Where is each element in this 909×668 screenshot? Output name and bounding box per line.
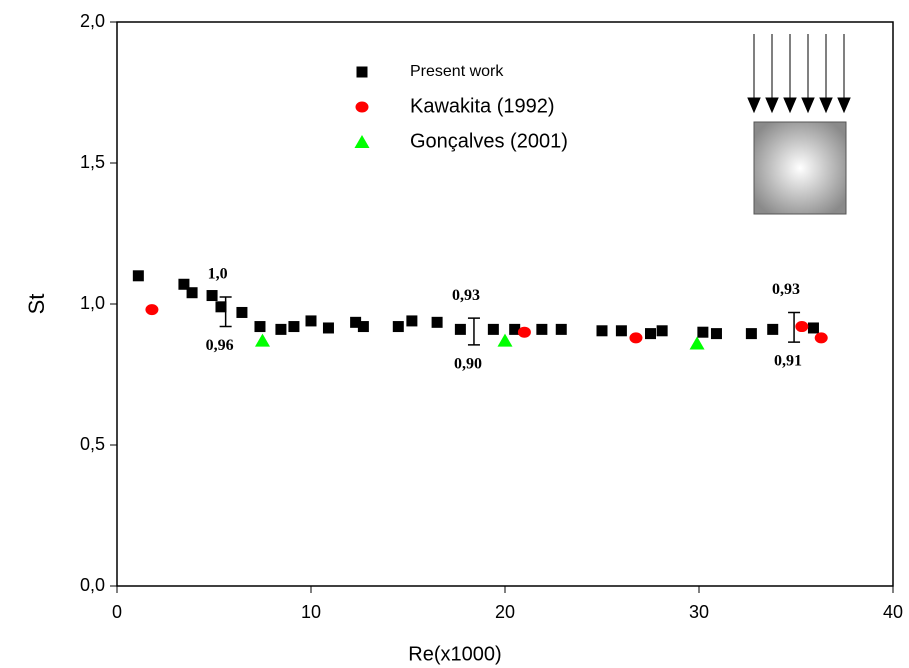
point xyxy=(697,326,709,338)
point xyxy=(710,328,722,340)
x-tick-label: 10 xyxy=(301,602,321,622)
x-tick-label: 20 xyxy=(495,602,515,622)
point xyxy=(795,321,809,333)
inset-icon xyxy=(747,34,851,215)
point xyxy=(275,323,287,335)
error-label: 0,93 xyxy=(452,287,480,304)
error-label: 0,90 xyxy=(454,356,482,373)
point xyxy=(178,278,190,290)
point xyxy=(305,315,317,327)
y-tick-label: 1,0 xyxy=(80,293,105,313)
legend-label: Present work xyxy=(410,63,504,80)
point xyxy=(517,326,531,338)
point xyxy=(629,332,643,344)
y-tick-label: 0,0 xyxy=(80,575,105,595)
point xyxy=(254,321,266,333)
point xyxy=(322,322,334,334)
point xyxy=(186,287,198,299)
y-axis-label: St xyxy=(24,294,49,315)
point xyxy=(767,323,779,335)
error-bar xyxy=(788,311,801,343)
y-tick-label: 2,0 xyxy=(80,11,105,31)
point xyxy=(807,322,819,334)
point xyxy=(406,315,418,327)
point xyxy=(236,306,248,318)
point xyxy=(288,321,300,333)
point xyxy=(536,323,548,335)
point xyxy=(206,290,218,302)
point xyxy=(487,323,499,335)
point xyxy=(497,333,513,347)
legend-marker xyxy=(355,101,369,113)
y-tick-label: 0,5 xyxy=(80,434,105,454)
error-label: 0,93 xyxy=(772,281,800,298)
x-tick-label: 30 xyxy=(689,602,709,622)
legend-label: Gonçalves (2001) xyxy=(410,130,568,152)
point xyxy=(814,332,828,344)
point xyxy=(645,328,656,340)
error-label: 0,91 xyxy=(774,353,802,370)
y-tick-label: 1,5 xyxy=(80,152,105,172)
point xyxy=(392,321,404,333)
point xyxy=(656,325,668,337)
point xyxy=(596,325,608,337)
point xyxy=(255,333,270,347)
point xyxy=(509,323,521,335)
point xyxy=(132,270,144,282)
x-tick-label: 40 xyxy=(883,602,903,622)
point xyxy=(745,328,757,340)
point xyxy=(145,304,159,316)
error-label: 1,0 xyxy=(208,266,228,283)
point xyxy=(431,316,443,328)
error-bar xyxy=(467,317,480,346)
point xyxy=(215,301,227,313)
legend-marker xyxy=(354,135,370,148)
error-bar xyxy=(219,296,232,328)
point xyxy=(357,321,369,333)
point xyxy=(350,316,362,328)
x-tick-label: 0 xyxy=(112,602,122,622)
point xyxy=(689,336,705,350)
error-label: 0,96 xyxy=(206,337,234,354)
legend-label: Kawakita (1992) xyxy=(410,95,555,117)
x-axis-label: Re(x1000) xyxy=(408,643,501,665)
point xyxy=(454,323,466,335)
legend-marker xyxy=(356,66,368,78)
point xyxy=(555,323,567,335)
point xyxy=(615,325,627,337)
